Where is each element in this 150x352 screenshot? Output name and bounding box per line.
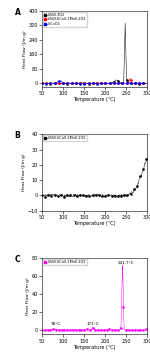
- Text: 241.7°C: 241.7°C: [118, 261, 135, 265]
- X-axis label: Temperature (°C): Temperature (°C): [73, 98, 116, 102]
- X-axis label: Temperature (°C): Temperature (°C): [73, 345, 116, 350]
- Text: 78°C: 78°C: [51, 321, 61, 326]
- Text: C: C: [15, 255, 20, 264]
- Text: B: B: [15, 131, 20, 140]
- X-axis label: Temperature (°C): Temperature (°C): [73, 221, 116, 226]
- Y-axis label: Heat Flow (J/m g): Heat Flow (J/m g): [22, 154, 26, 191]
- Legend: LiNi0.6Co0.2Mn0.2O2: LiNi0.6Co0.2Mn0.2O2: [43, 259, 87, 265]
- Y-axis label: Heat Flow (J/m g): Heat Flow (J/m g): [23, 30, 27, 68]
- Y-axis label: Heat Flow (J/m g): Heat Flow (J/m g): [26, 277, 30, 315]
- Legend: LiNi0.3O2, LiNi0.6Co0.2Mn0.2O2, LiCoO2: LiNi0.3O2, LiNi0.6Co0.2Mn0.2O2, LiCoO2: [43, 12, 87, 27]
- Text: 171°C: 171°C: [87, 321, 100, 326]
- Legend: LiNi0.6Co0.2Mn0.2O2: LiNi0.6Co0.2Mn0.2O2: [43, 135, 87, 142]
- Text: A: A: [15, 7, 21, 17]
